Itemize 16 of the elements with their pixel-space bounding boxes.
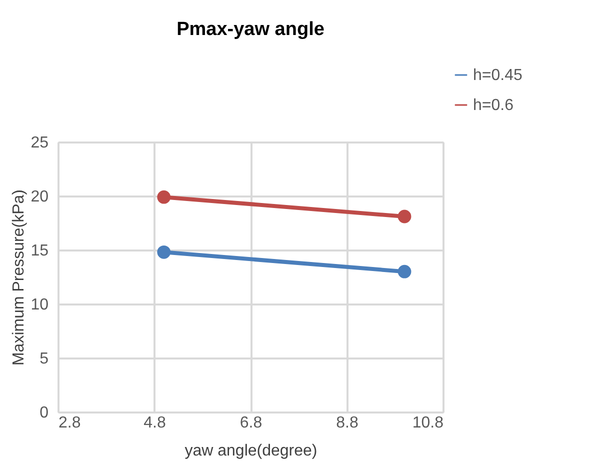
y-tick-label: 15 [30,242,49,260]
y-tick-label: 0 [40,404,49,422]
x-tick-label: 6.8 [240,414,262,432]
legend-label: h=0.45 [473,67,522,84]
x-tick-label: 4.8 [144,414,166,432]
x-tick-label: 8.8 [336,414,358,432]
y-tick-label: 10 [30,296,49,314]
x-tick-label: 10.8 [412,414,444,432]
y-tick-label: 20 [30,188,49,206]
legend-label: h=0.6 [473,97,514,114]
y-tick-label: 25 [30,134,49,152]
chart-title: Pmax-yaw angle [176,19,324,40]
y-tick-label: 5 [40,350,49,368]
y-axis-title: Maximum Pressure(kPa) [10,189,28,366]
x-tick-label: 2.8 [58,414,81,432]
x-axis-title: yaw angle(degree) [184,442,318,460]
